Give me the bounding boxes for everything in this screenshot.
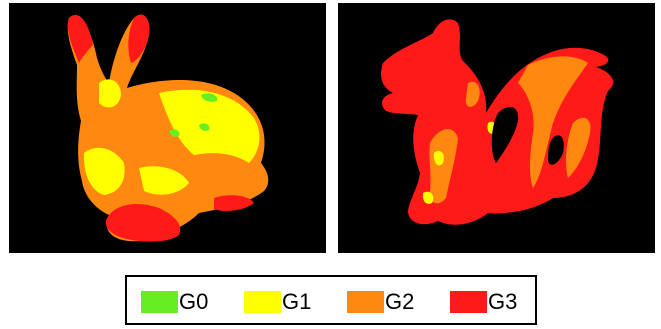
bunny-green-1 [201,93,218,102]
legend-item-g0: G0 [141,289,208,315]
bunny-chest-yellow [83,147,125,195]
bunny-ear-left [67,14,93,63]
legend-label-g0: G0 [179,289,209,314]
dragon-yellow-1 [433,151,444,166]
bunny-lower-red [105,203,181,242]
dragon-orange-tail [565,117,591,178]
dragon-icon [381,19,614,225]
legend-swatch-g0 [141,291,178,313]
legend-item-g3: G3 [450,289,517,315]
dragon-coil-gap-1 [491,106,519,163]
bunny-icon [67,14,269,242]
legend-item-g2: G2 [347,289,414,315]
dragon-orange-back [518,56,588,188]
bunny-back-yellow [159,89,260,163]
legend: G0 G1 G2 G3 [125,275,537,325]
legend-swatch-g1 [244,291,281,313]
bunny-green-3 [199,123,210,131]
legend-label-g2: G2 [385,289,415,314]
bunny-panel [9,3,326,253]
dragon-coil-gap-2 [548,135,564,165]
legend-item-g1: G1 [244,289,311,315]
bunny-head-yellow [99,79,121,108]
bunny-belly-yellow [139,166,189,195]
dragon-orange-chest [429,128,458,204]
bunny-ear-right [128,14,150,64]
legend-label-g3: G3 [488,289,518,314]
bunny-foot-red [214,195,254,211]
legend-label-g1: G1 [282,289,312,314]
legend-swatch-g3 [450,291,487,313]
dragon-orange-neck [465,81,480,107]
dragon-yellow-2 [422,191,434,204]
legend-swatch-g2 [347,291,384,313]
dragon-panel [338,3,655,253]
bunny-green-2 [169,129,180,137]
